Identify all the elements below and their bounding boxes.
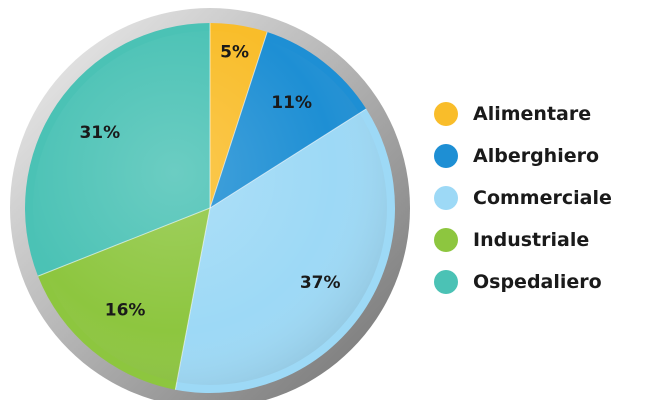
legend-item-alimentare: Alimentare: [434, 93, 612, 135]
legend: Alimentare Alberghiero Commerciale Indus…: [434, 93, 612, 303]
legend-label: Industriale: [473, 229, 590, 251]
legend-item-alberghiero: Alberghiero: [434, 135, 612, 177]
slice-label-alimentare: 5%: [220, 43, 249, 63]
legend-label: Commerciale: [473, 187, 612, 209]
legend-swatch: [434, 102, 458, 126]
pie-slices: [24, 22, 395, 393]
slice-labels: 5% 11% 37% 16% 31%: [79, 43, 340, 321]
legend-item-ospedaliero: Ospedaliero: [434, 261, 612, 303]
legend-item-industriale: Industriale: [434, 219, 612, 261]
slice-label-ospedaliero: 31%: [79, 123, 120, 143]
legend-label: Alberghiero: [473, 145, 600, 167]
slice-label-industriale: 16%: [105, 301, 146, 321]
slice-label-commerciale: 37%: [300, 273, 341, 293]
legend-swatch: [434, 144, 458, 168]
legend-swatch: [434, 228, 458, 252]
legend-swatch: [434, 186, 458, 210]
legend-swatch: [434, 270, 458, 294]
legend-label: Alimentare: [473, 103, 592, 125]
legend-label: Ospedaliero: [473, 271, 602, 293]
legend-item-commerciale: Commerciale: [434, 177, 612, 219]
slice-label-alberghiero: 11%: [271, 93, 312, 113]
